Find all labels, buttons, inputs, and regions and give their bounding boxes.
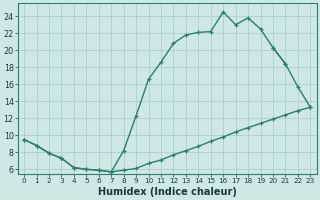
X-axis label: Humidex (Indice chaleur): Humidex (Indice chaleur) xyxy=(98,187,237,197)
